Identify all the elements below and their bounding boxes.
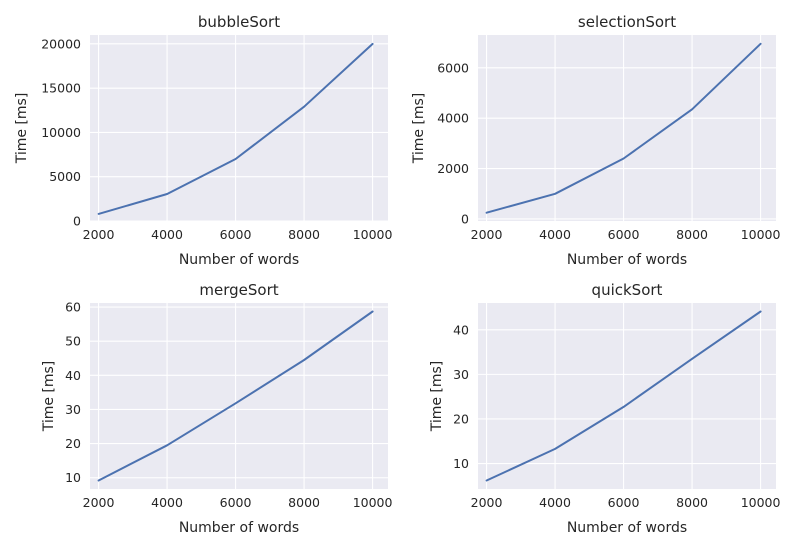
x-tick-label: 8000 [676, 227, 708, 242]
x-axis-label: Number of words [567, 520, 687, 536]
x-tick-label: 8000 [288, 495, 320, 510]
x-tick-label: 10000 [741, 227, 781, 242]
y-tick-label: 0 [461, 211, 469, 226]
x-tick-label: 4000 [539, 495, 571, 510]
subplot-quickSort: 2000 4000 6000 8000 10000 10 20 30 40 quickSort Nu… [429, 281, 781, 536]
y-tick-label: 20 [453, 411, 469, 426]
plot-area [478, 35, 776, 221]
x-tick-label: 6000 [608, 495, 640, 510]
x-tick-label: 10000 [741, 495, 781, 510]
y-tick-label: 50 [65, 334, 81, 349]
y-tick-label: 10 [453, 456, 469, 471]
y-tick-label: 4000 [437, 111, 469, 126]
x-tick-label: 2000 [471, 495, 503, 510]
y-axis-label: Time [ms] [14, 93, 30, 165]
y-tick-label: 20000 [41, 36, 81, 51]
plot-area [90, 35, 388, 221]
chart-title: bubbleSort [198, 13, 280, 31]
y-tick-label: 10 [65, 470, 81, 485]
x-tick-label: 6000 [608, 227, 640, 242]
x-axis-label: Number of words [567, 252, 687, 268]
x-tick-label: 8000 [676, 495, 708, 510]
x-axis-label: Number of words [179, 252, 299, 268]
y-axis-label: Time [ms] [41, 361, 57, 433]
x-tick-label: 2000 [471, 227, 503, 242]
chart-title: mergeSort [199, 281, 278, 299]
x-tick-label: 4000 [539, 227, 571, 242]
chart-title: quickSort [592, 281, 663, 299]
chart-title: selectionSort [578, 13, 676, 31]
series-line-selectionSort [485, 42, 762, 214]
plot-area [90, 303, 388, 489]
y-tick-label: 40 [453, 322, 469, 337]
subplot-mergeSort: 2000 4000 6000 8000 10000 10 20 30 40 50 60 mergeSo… [41, 281, 393, 536]
y-tick-label: 40 [65, 368, 81, 383]
x-axis-label: Number of words [179, 520, 299, 536]
y-axis-label: Time [ms] [429, 361, 445, 433]
y-tick-label: 15000 [41, 81, 81, 96]
x-tick-label: 6000 [220, 227, 252, 242]
y-tick-label: 0 [73, 214, 81, 229]
series-line-mergeSort [97, 310, 374, 482]
subplot-bubbleSort: 2000 4000 6000 8000 10000 0 5000 10000 15000 2000… [14, 13, 393, 268]
y-tick-label: 60 [65, 300, 81, 315]
y-tick-label: 10000 [41, 125, 81, 140]
x-tick-label: 6000 [220, 495, 252, 510]
series-line-bubbleSort [97, 42, 374, 215]
y-tick-label: 20 [65, 436, 81, 451]
y-tick-label: 30 [453, 367, 469, 382]
x-tick-label: 2000 [83, 495, 115, 510]
subplot-selectionSort: 2000 4000 6000 8000 100000200040006000select… [411, 13, 781, 268]
x-tick-label: 4000 [151, 495, 183, 510]
y-tick-label: 6000 [437, 60, 469, 75]
x-tick-label: 8000 [288, 227, 320, 242]
y-tick-label: 2000 [437, 161, 469, 176]
x-tick-label: 10000 [353, 227, 393, 242]
y-tick-label: 30 [65, 402, 81, 417]
y-axis-label: Time [ms] [411, 93, 427, 165]
y-tick-label: 5000 [49, 169, 81, 184]
x-tick-label: 10000 [353, 495, 393, 510]
series-line-quickSort [485, 310, 762, 482]
x-tick-label: 2000 [83, 227, 115, 242]
x-tick-label: 4000 [151, 227, 183, 242]
